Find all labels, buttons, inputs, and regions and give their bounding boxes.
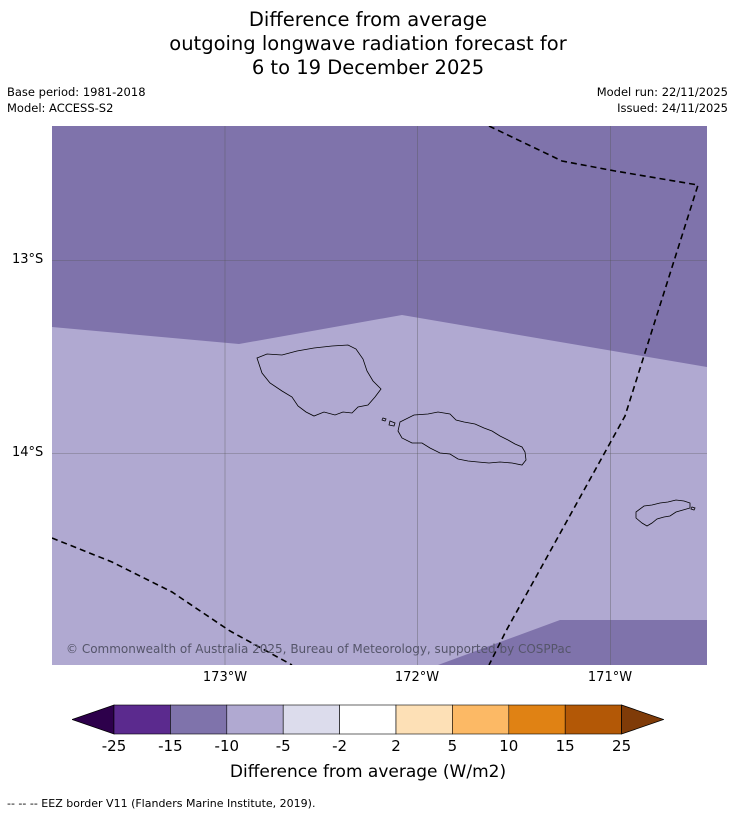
colorbar [72,704,664,735]
region-darker-south [438,620,707,665]
colorbar-segment [339,704,397,735]
colorbar-tick-label: -10 [214,737,240,755]
colorbar-tick-label: -5 [275,737,291,755]
colorbar-tick-label: -2 [332,737,348,755]
colorbar-tick-label: 10 [499,737,519,755]
colorbar-tick-label: -15 [158,737,183,755]
colorbar-under-triangle [72,704,115,735]
colorbar-segment [508,704,566,735]
colorbar-tick-label: -25 [101,737,127,755]
colorbar-tick-label: 5 [447,737,458,755]
eez-border-southwest [52,537,293,665]
lon-label-171w: 171°W [587,670,633,685]
islet-manono [388,420,396,427]
map-panel: © Commonwealth of Australia 2025, Bureau… [52,126,707,665]
colorbar-tick-label: 15 [555,737,575,755]
colorbar-segment [395,704,453,735]
title-line-3: 6 to 19 December 2025 [251,56,485,79]
colorbar-segment [282,704,340,735]
base-period: Base period: 1981-2018 [7,85,146,99]
model-name: Model: ACCESS-S2 [7,101,114,115]
colorbar-segment [170,704,228,735]
islet-apolima [381,417,387,422]
colorbar-tick-label: 2 [391,737,401,755]
colorbar-title: Difference from average (W/m2) [229,762,507,782]
eez-border-east [488,126,700,665]
lon-label-173w: 173°W [202,670,248,685]
copyright-notice: © Commonwealth of Australia 2025, Bureau… [66,642,572,656]
map-svg [52,126,707,665]
title-line-1: Difference from average [248,8,488,31]
lat-label-13s: 13°S [12,252,44,267]
meta-left: Base period: 1981-2018 Model: ACCESS-S2 [7,84,146,116]
colorbar-segment [452,704,510,735]
lon-label-172w: 172°W [394,670,440,685]
issued-date: Issued: 24/11/2025 [617,101,728,115]
colorbar-segment [113,704,171,735]
meta-right: Model run: 22/11/2025 Issued: 24/11/2025 [597,84,728,116]
colorbar-segment [226,704,284,735]
region-darker-north [52,126,707,367]
colorbar-segment [564,704,622,735]
island-upolu [397,411,527,466]
colorbar-tick-label: 25 [612,737,632,755]
chart-title: Difference from average outgoing longwav… [0,8,736,80]
eez-legend-note: -- -- -- EEZ border V11 (Flanders Marine… [7,797,316,810]
lat-label-14s: 14°S [12,445,44,460]
model-run: Model run: 22/11/2025 [596,85,728,99]
colorbar-over-triangle [621,704,664,735]
island-savaii-fix [256,344,382,417]
island-tutuila [635,499,691,527]
title-line-2: outgoing longwave radiation forecast for [169,32,567,55]
islet-aunuu [690,506,696,511]
